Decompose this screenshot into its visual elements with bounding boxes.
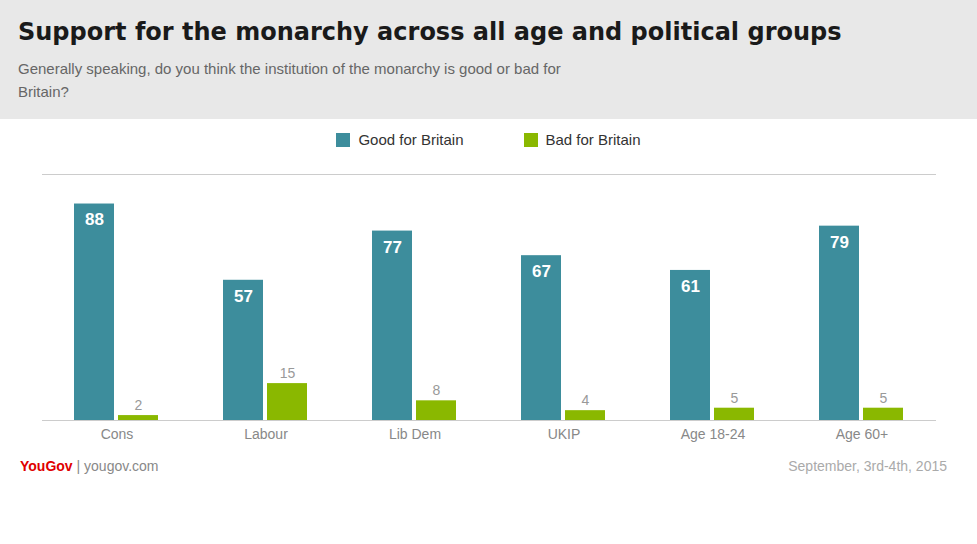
svg-text:Cons: Cons bbox=[101, 426, 134, 442]
html-text:Support for the monarchy acros: Support for the monarchy across all age … bbox=[18, 18, 842, 46]
svg-text:67: 67 bbox=[532, 262, 551, 281]
svg-text:Age 18-24: Age 18-24 bbox=[681, 426, 746, 442]
svg-text:Lib Dem: Lib Dem bbox=[389, 426, 441, 442]
html-text:Generally speaking, do you thi: Generally speaking, do you think the ins… bbox=[18, 60, 561, 100]
svg-text:UKIP: UKIP bbox=[548, 426, 581, 442]
svg-text:61: 61 bbox=[681, 277, 700, 296]
svg-text:5: 5 bbox=[731, 390, 739, 406]
svg-text:88: 88 bbox=[85, 210, 104, 229]
svg-text:Labour: Labour bbox=[244, 426, 288, 442]
html-text:Good for Britain: Good for Britain bbox=[358, 131, 464, 148]
svg-text:Age 60+: Age 60+ bbox=[836, 426, 889, 442]
svg-text:8: 8 bbox=[433, 382, 441, 398]
svg-text:77: 77 bbox=[383, 238, 402, 257]
html-text:Bad for Britain: Bad for Britain bbox=[545, 131, 641, 148]
html-text:YouGov | yougov.com: YouGov | yougov.com bbox=[20, 458, 159, 474]
svg-text:15: 15 bbox=[280, 365, 296, 381]
html-text:September, 3rd-4th, 2015: September, 3rd-4th, 2015 bbox=[788, 458, 947, 474]
svg-text:57: 57 bbox=[234, 287, 253, 306]
svg-text:79: 79 bbox=[830, 233, 849, 252]
svg-text:2: 2 bbox=[135, 397, 143, 413]
svg-text:5: 5 bbox=[880, 390, 888, 406]
svg-text:4: 4 bbox=[582, 392, 590, 408]
